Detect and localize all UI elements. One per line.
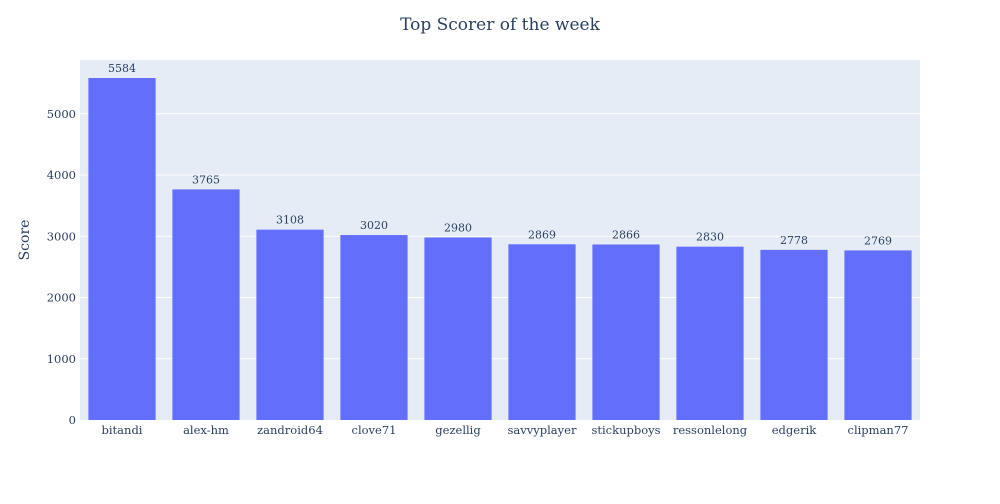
bar-zandroid64[interactable] <box>256 229 324 420</box>
bar-alex-hm[interactable] <box>172 189 240 420</box>
x-tick-label: clipman77 <box>848 423 909 437</box>
data-label: 2778 <box>780 234 808 247</box>
y-tick-label: 2000 <box>47 291 76 305</box>
x-tick-label: edgerik <box>772 423 818 437</box>
bar-clipman77[interactable] <box>844 250 912 420</box>
x-tick-label: zandroid64 <box>257 423 323 437</box>
y-axis-title: Score <box>17 220 33 261</box>
data-label: 3108 <box>276 214 304 227</box>
bars <box>88 78 912 420</box>
data-labels: 5584 3765 3108 3020 2980 2869 2866 2830 2778 2769 <box>108 62 892 247</box>
data-label: 2830 <box>696 231 724 244</box>
data-label: 2869 <box>528 228 556 241</box>
bar-gezellig[interactable] <box>424 237 492 420</box>
bar-edgerik[interactable] <box>760 249 828 420</box>
y-axis-ticks: 0 1000 2000 3000 4000 5000 <box>47 107 76 427</box>
x-tick-label: ressonlelong <box>673 423 748 437</box>
data-label: 5584 <box>108 62 136 75</box>
bar-savvyplayer[interactable] <box>508 244 576 420</box>
x-tick-label: savvyplayer <box>508 423 577 437</box>
x-tick-label: stickupboys <box>591 423 660 437</box>
data-label: 3765 <box>192 173 220 186</box>
bar-bitandi[interactable] <box>88 78 156 420</box>
x-tick-label: alex-hm <box>183 423 229 437</box>
x-tick-label: clove71 <box>352 423 397 437</box>
y-tick-label: 3000 <box>47 229 76 243</box>
data-label: 2866 <box>612 228 640 241</box>
chart-title: Top Scorer of the week <box>400 15 601 35</box>
x-axis-ticks: bitandi alex-hm zandroid64 clove71 gezellig s… <box>102 423 909 437</box>
bar-stickupboys[interactable] <box>592 244 660 420</box>
data-label: 2980 <box>444 221 472 234</box>
x-tick-label: bitandi <box>102 423 143 437</box>
y-tick-label: 1000 <box>47 352 76 366</box>
y-tick-label: 5000 <box>47 107 76 121</box>
bar-ressonlelong[interactable] <box>676 246 744 420</box>
y-tick-label: 0 <box>69 413 76 427</box>
data-label: 3020 <box>360 219 388 232</box>
x-tick-label: gezellig <box>435 423 481 437</box>
y-tick-label: 4000 <box>47 168 76 182</box>
data-label: 2769 <box>864 234 892 247</box>
bar-clove71[interactable] <box>340 235 408 420</box>
